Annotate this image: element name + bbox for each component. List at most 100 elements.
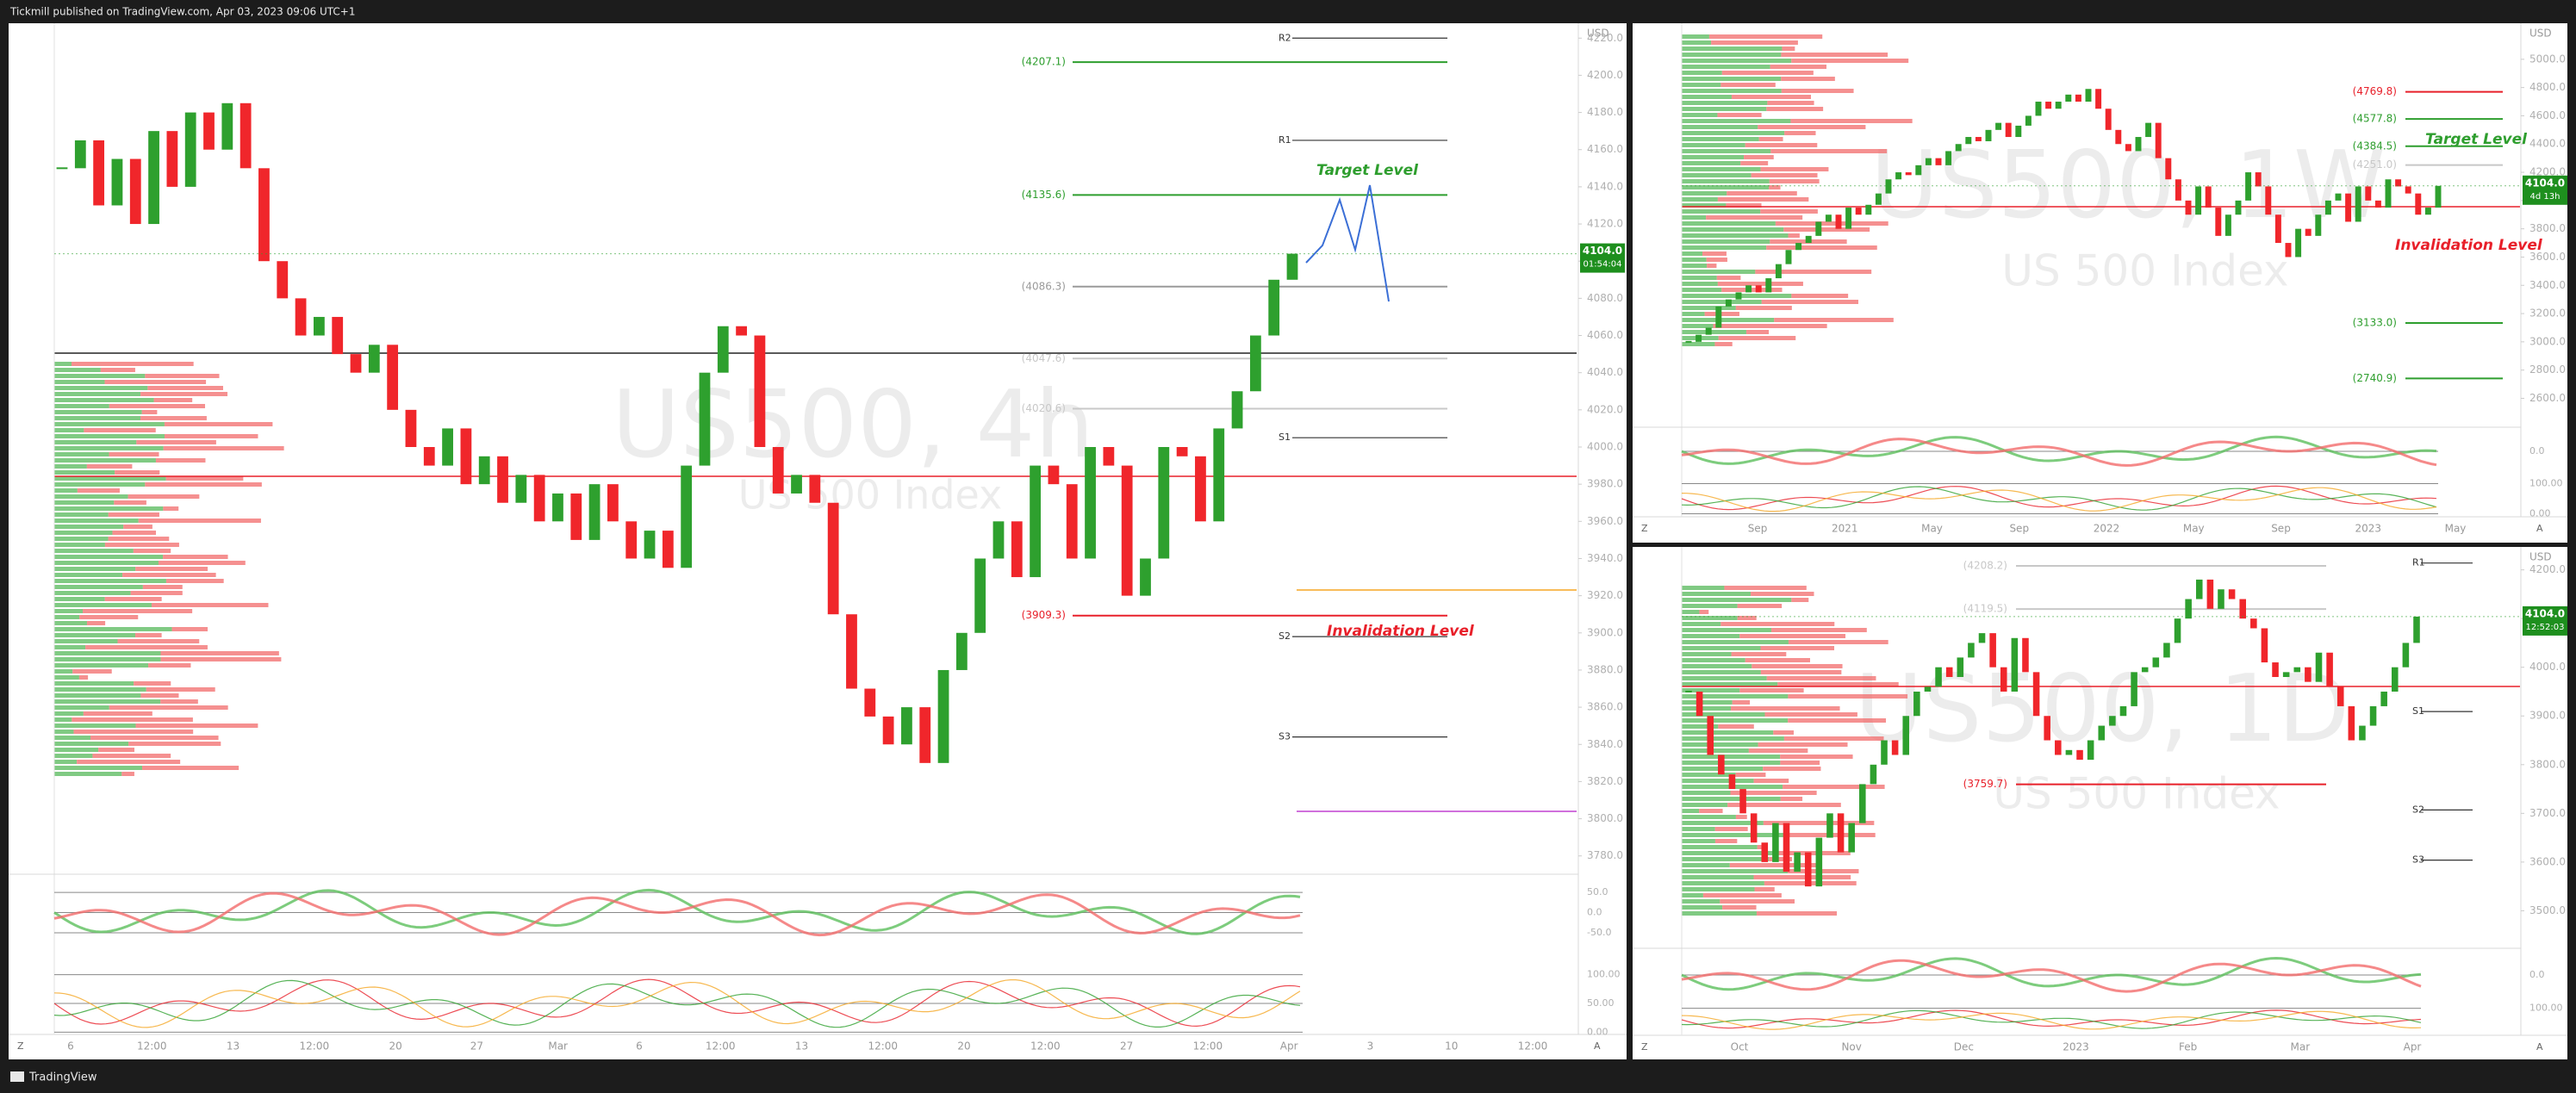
volume-profile-bar	[54, 368, 101, 372]
scale-button[interactable]: Z	[1641, 523, 1648, 534]
volume-profile-bar	[54, 657, 161, 661]
volume-profile-bar	[1770, 65, 1826, 69]
fib-level-label: (4020.6)	[1022, 402, 1066, 414]
volume-profile-bar	[134, 681, 171, 686]
candle-body	[974, 558, 986, 633]
scale-button[interactable]: Z	[17, 1040, 24, 1052]
candle-body	[2045, 102, 2052, 109]
candle-body	[1103, 447, 1115, 466]
y-tick-label: 4180.0	[1587, 106, 1623, 118]
volume-profile-bar	[1752, 664, 1843, 668]
volume-profile-bar	[1760, 167, 1829, 171]
volume-profile-bar	[54, 663, 149, 668]
volume-profile-bar	[1767, 101, 1814, 105]
volume-profile-bar	[1682, 34, 1709, 39]
volume-profile-bar	[1745, 143, 1818, 147]
volume-profile-bar	[1682, 845, 1758, 849]
candle-body	[2011, 637, 2019, 692]
volume-profile-bar	[54, 717, 72, 722]
candle-body	[1725, 299, 1732, 307]
candle-body	[2076, 749, 2083, 761]
volume-profile-bar	[1758, 137, 1783, 141]
volume-profile-bar	[1682, 857, 1770, 861]
candle-body	[1685, 690, 1692, 692]
volume-profile-bar	[1682, 610, 1700, 614]
candle-body	[901, 707, 912, 745]
candle-body	[2175, 179, 2181, 201]
candle-body	[2119, 705, 2127, 717]
volume-profile-bar	[1682, 700, 1733, 705]
candle-body	[2359, 725, 2366, 741]
last-price-label: 4104.0	[1583, 245, 1622, 257]
volume-profile-bar	[90, 736, 219, 740]
oscillator-line	[53, 888, 1301, 935]
candle-body	[2065, 94, 2072, 102]
candle-body	[1715, 306, 1722, 328]
volume-profile-bar	[1727, 803, 1841, 807]
volume-profile-bar	[1682, 730, 1774, 735]
candle-body	[2391, 667, 2399, 692]
candle-body	[1728, 774, 1736, 790]
candle-body	[2385, 179, 2392, 208]
volume-profile-bar	[1737, 604, 1783, 608]
candle-body	[588, 484, 600, 540]
candle-body	[644, 531, 656, 559]
y-tick-label: 4220.0	[1587, 32, 1623, 44]
candle-body	[2215, 208, 2222, 236]
volume-profile-bar	[1682, 839, 1715, 843]
volume-profile-bar	[1790, 119, 1913, 123]
volume-profile-bar	[86, 464, 133, 469]
volume-profile-bar	[171, 627, 208, 631]
candle-body	[2265, 186, 2272, 215]
volume-profile-bar	[163, 446, 284, 450]
volume-profile-bar	[1780, 755, 1853, 759]
volume-profile-bar	[1722, 905, 1757, 910]
x-tick-label: Oct	[1731, 1041, 1749, 1053]
volume-profile-bar	[1784, 131, 1816, 135]
volume-profile-bar	[83, 711, 152, 716]
volume-profile-bar	[140, 416, 207, 420]
volume-profile-bar	[1754, 887, 1775, 891]
volume-profile-bar	[1782, 47, 1795, 51]
scale-button[interactable]: A	[2536, 523, 2543, 534]
candle-body	[2044, 716, 2050, 741]
volume-profile-bar	[1682, 47, 1783, 51]
candle-body	[717, 326, 729, 373]
volume-profile-bar	[1773, 730, 1794, 735]
scale-button[interactable]: Z	[1641, 1041, 1648, 1053]
candle-body	[1975, 137, 1982, 141]
volume-profile-bar	[1735, 815, 1747, 819]
volume-profile-bar	[1682, 712, 1765, 717]
volume-profile-bar	[160, 699, 198, 704]
scale-button[interactable]: A	[2536, 1041, 2543, 1053]
y-tick-label: 3860.0	[1587, 701, 1623, 713]
last-price-box	[2523, 175, 2567, 205]
volume-profile-bar	[134, 633, 162, 637]
scale-button[interactable]: A	[1594, 1040, 1601, 1052]
y-tick-label: 5000.0	[2529, 53, 2566, 65]
volume-profile-bar	[130, 591, 183, 595]
candle-body	[2365, 186, 2372, 201]
volume-profile-bar	[146, 687, 215, 692]
candle-body	[368, 345, 380, 373]
volume-profile-bar	[1682, 664, 1752, 668]
candle-body	[1848, 823, 1855, 853]
candle-body	[699, 372, 711, 466]
volume-profile-bar	[54, 404, 109, 408]
volume-profile-bar	[54, 476, 166, 481]
volume-profile-bar	[1682, 83, 1721, 87]
volume-profile-bar	[1727, 191, 1797, 196]
candle-body	[1965, 137, 1972, 145]
candle-body	[2413, 616, 2420, 643]
candle-body	[2195, 186, 2202, 215]
volume-profile-bar	[54, 711, 84, 716]
oscillator-line	[1681, 435, 2437, 465]
countdown-label: 01:54:04	[1584, 260, 1622, 270]
candle-body	[809, 475, 821, 503]
volume-profile-bar	[1682, 137, 1759, 141]
volume-profile-bar	[140, 693, 179, 698]
candle-body	[1268, 279, 1280, 336]
